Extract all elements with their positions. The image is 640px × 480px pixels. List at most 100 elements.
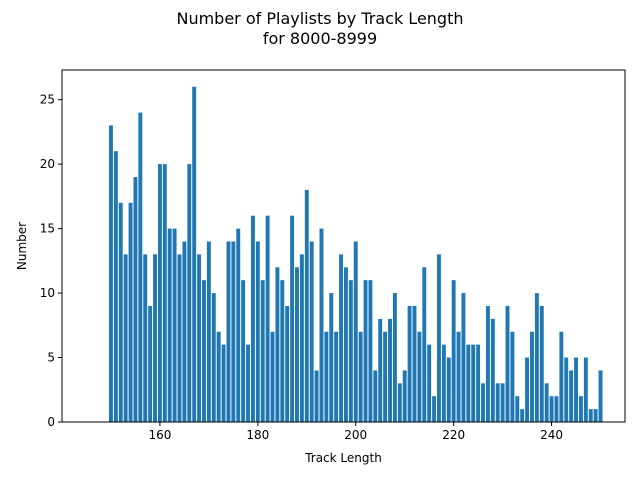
bar-208 bbox=[392, 293, 397, 422]
bar-218 bbox=[441, 344, 446, 422]
bar-174 bbox=[226, 241, 231, 422]
bar-225 bbox=[476, 344, 481, 422]
bar-180 bbox=[255, 241, 260, 422]
bar-189 bbox=[299, 254, 304, 422]
x-tick-label: 220 bbox=[442, 428, 465, 442]
bar-179 bbox=[250, 215, 255, 422]
y-axis-label: Number bbox=[15, 222, 29, 270]
bar-223 bbox=[466, 344, 471, 422]
bar-155 bbox=[133, 177, 138, 422]
bar-233 bbox=[515, 396, 520, 422]
bar-191 bbox=[309, 241, 314, 422]
bar-240 bbox=[549, 396, 554, 422]
bar-243 bbox=[564, 357, 569, 422]
bar-151 bbox=[113, 151, 118, 422]
bar-239 bbox=[544, 383, 549, 422]
bar-204 bbox=[373, 370, 378, 422]
bar-250 bbox=[598, 370, 603, 422]
x-axis-ticks: 160 180 200 220 240 bbox=[148, 422, 563, 442]
bar-227 bbox=[485, 305, 490, 422]
bar-159 bbox=[153, 254, 157, 422]
bar-183 bbox=[270, 331, 275, 422]
bar-224 bbox=[471, 344, 476, 422]
bar-237 bbox=[534, 293, 539, 422]
bar-212 bbox=[412, 305, 417, 422]
plot-frame bbox=[61, 69, 626, 423]
bar-217 bbox=[437, 254, 441, 422]
bar-244 bbox=[569, 370, 574, 422]
bar-176 bbox=[236, 228, 241, 422]
bar-178 bbox=[246, 344, 250, 422]
bar-210 bbox=[402, 370, 407, 422]
bar-193 bbox=[319, 228, 324, 422]
bar-160 bbox=[157, 164, 162, 422]
x-tick-label: 160 bbox=[148, 428, 171, 442]
bar-248 bbox=[588, 409, 593, 422]
bar-207 bbox=[388, 318, 392, 422]
bar-203 bbox=[368, 280, 373, 422]
chart-title-line2: for 8000-8999 bbox=[263, 29, 377, 48]
y-tick-label: 25 bbox=[40, 93, 55, 107]
bar-158 bbox=[148, 305, 153, 422]
bar-197 bbox=[339, 254, 344, 422]
bar-152 bbox=[118, 202, 123, 422]
bar-163 bbox=[172, 228, 177, 422]
bar-229 bbox=[495, 383, 500, 422]
bar-188 bbox=[295, 267, 299, 422]
bar-230 bbox=[500, 383, 505, 422]
x-axis-label: Track Length bbox=[304, 451, 382, 465]
bar-245 bbox=[574, 357, 579, 422]
bar-171 bbox=[211, 293, 216, 422]
bar-167 bbox=[192, 86, 197, 422]
bar-172 bbox=[216, 331, 221, 422]
bar-169 bbox=[202, 280, 206, 422]
bar-164 bbox=[177, 254, 182, 422]
bar-205 bbox=[378, 318, 383, 422]
bar-209 bbox=[397, 383, 402, 422]
bar-228 bbox=[490, 318, 495, 422]
bar-211 bbox=[407, 305, 412, 422]
bar-231 bbox=[505, 305, 510, 422]
chart-title-line1: Number of Playlists by Track Length bbox=[176, 9, 463, 28]
bar-157 bbox=[143, 254, 148, 422]
bar-234 bbox=[520, 409, 525, 422]
bar-232 bbox=[510, 331, 515, 422]
x-tick-label: 240 bbox=[540, 428, 563, 442]
bar-246 bbox=[578, 396, 583, 422]
y-tick-label: 5 bbox=[47, 351, 55, 365]
bar-181 bbox=[260, 280, 265, 422]
bar-185 bbox=[280, 280, 285, 422]
bar-215 bbox=[427, 344, 432, 422]
bar-201 bbox=[358, 331, 363, 422]
bar-168 bbox=[197, 254, 202, 422]
x-tick-label: 200 bbox=[344, 428, 367, 442]
bar-166 bbox=[187, 164, 192, 422]
bar-161 bbox=[162, 164, 167, 422]
bar-221 bbox=[456, 331, 461, 422]
bar-series bbox=[108, 86, 603, 423]
bar-219 bbox=[446, 357, 451, 422]
bar-247 bbox=[583, 357, 588, 422]
bar-214 bbox=[422, 267, 427, 422]
bar-182 bbox=[265, 215, 270, 422]
bar-226 bbox=[481, 383, 485, 422]
bar-190 bbox=[304, 189, 309, 422]
bar-177 bbox=[241, 280, 246, 422]
bar-150 bbox=[108, 125, 113, 422]
bar-153 bbox=[123, 254, 128, 422]
bar-187 bbox=[290, 215, 295, 422]
bar-154 bbox=[128, 202, 133, 422]
bar-195 bbox=[329, 293, 334, 422]
bar-175 bbox=[231, 241, 236, 422]
bar-236 bbox=[530, 331, 534, 422]
bar-186 bbox=[285, 305, 290, 422]
y-axis-ticks: 0 5 10 15 20 25 bbox=[40, 93, 62, 429]
bar-202 bbox=[363, 280, 368, 422]
bar-170 bbox=[206, 241, 211, 422]
y-tick-label: 10 bbox=[40, 286, 55, 300]
bar-194 bbox=[324, 331, 329, 422]
bar-238 bbox=[539, 305, 544, 422]
bar-220 bbox=[451, 280, 456, 422]
bar-235 bbox=[525, 357, 530, 422]
